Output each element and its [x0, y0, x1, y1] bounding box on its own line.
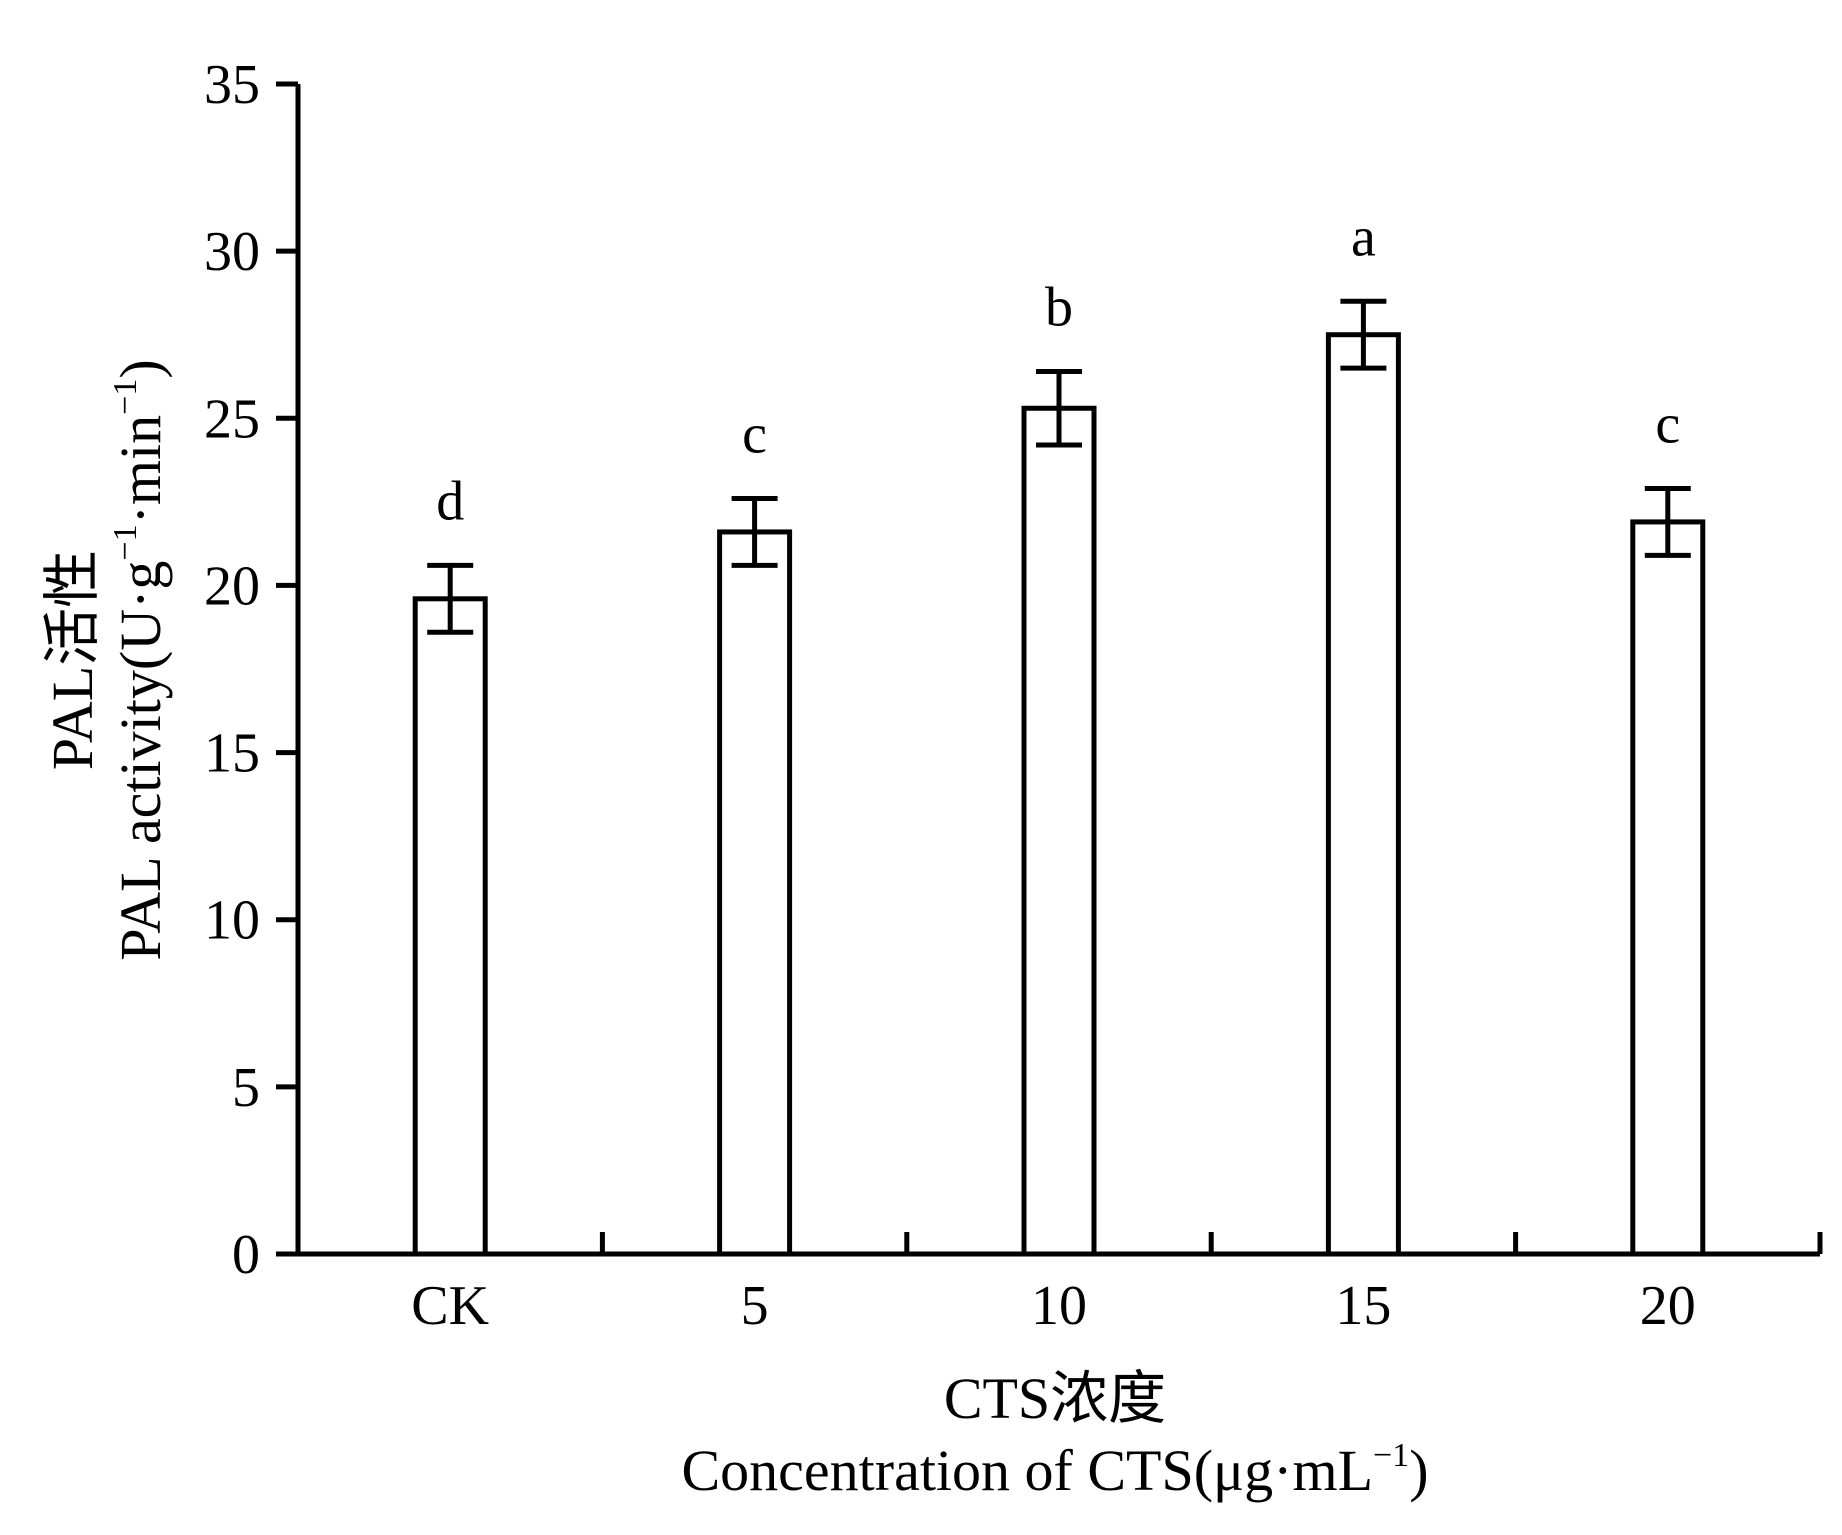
bar-5 [717, 529, 793, 1257]
y-tick-label-10: 10 [204, 890, 260, 952]
x-axis-title: CTS浓度 Concentration of CTS(μg·mL−1) [681, 1366, 1428, 1503]
y-tick-label-5: 5 [232, 1057, 260, 1119]
error-bar-20 [1644, 485, 1691, 558]
significance-labels-group: d c b a c [436, 206, 1680, 532]
y-tick-label-0: 0 [232, 1224, 260, 1286]
y-axis-title-sup1: −1 [107, 524, 144, 560]
x-axis-title-part1: Concentration of CTS(μg·mL [681, 1438, 1373, 1503]
x-tick-label-15: 15 [1335, 1275, 1391, 1337]
x-tick-label-20: 20 [1640, 1275, 1696, 1337]
y-tick-label-30: 30 [204, 221, 260, 283]
error-bars-group [427, 298, 1691, 635]
y-axis-title-part3: ) [108, 359, 173, 378]
error-bar-5 [731, 496, 778, 568]
significance-label-CK: d [436, 470, 464, 532]
significance-label-20: c [1655, 393, 1680, 455]
x-axis-title-sup: −1 [1373, 1437, 1409, 1474]
y-axis-title-line1: PAL活性 [40, 550, 105, 770]
significance-label-5: c [742, 404, 767, 466]
significance-label-15: a [1351, 206, 1376, 268]
x-tick-labels-group: CK 5 10 15 20 [411, 1275, 1695, 1337]
significance-label-10: b [1045, 276, 1073, 338]
error-bar-CK [427, 562, 474, 635]
error-bar-15 [1340, 298, 1387, 371]
bar-10 [1021, 405, 1097, 1257]
axes-group [276, 81, 1823, 1257]
bars-group [412, 332, 1706, 1257]
y-axis-title-part1: PAL activity(U·g [108, 561, 173, 961]
y-tick-label-15: 15 [204, 723, 260, 785]
error-bar-10 [1036, 368, 1082, 448]
y-axis-title-sup2: −1 [107, 379, 144, 415]
y-tick-label-35: 35 [204, 54, 260, 116]
y-axis-title-line2: PAL activity(U·g−1·min−1) [107, 359, 173, 960]
bar-20 [1630, 519, 1706, 1257]
y-axis-title-part2: ·min [108, 415, 173, 525]
y-tick-labels-group: 0 5 10 15 20 25 30 35 [204, 54, 260, 1286]
y-tick-label-25: 25 [204, 388, 260, 450]
y-axis-title: PAL活性 PAL activity(U·g−1·min−1) [40, 359, 173, 960]
x-tick-label-10: 10 [1031, 1275, 1087, 1337]
y-tick-label-20: 20 [204, 555, 260, 617]
x-tick-label-5: 5 [741, 1275, 769, 1337]
x-axis-title-line1: CTS浓度 [944, 1366, 1166, 1431]
bar-15 [1325, 332, 1401, 1257]
x-axis-title-part2: ) [1409, 1438, 1428, 1503]
bar-CK [412, 596, 488, 1257]
x-tick-label-CK: CK [411, 1275, 489, 1337]
x-axis-title-line2: Concentration of CTS(μg·mL−1) [681, 1437, 1428, 1503]
